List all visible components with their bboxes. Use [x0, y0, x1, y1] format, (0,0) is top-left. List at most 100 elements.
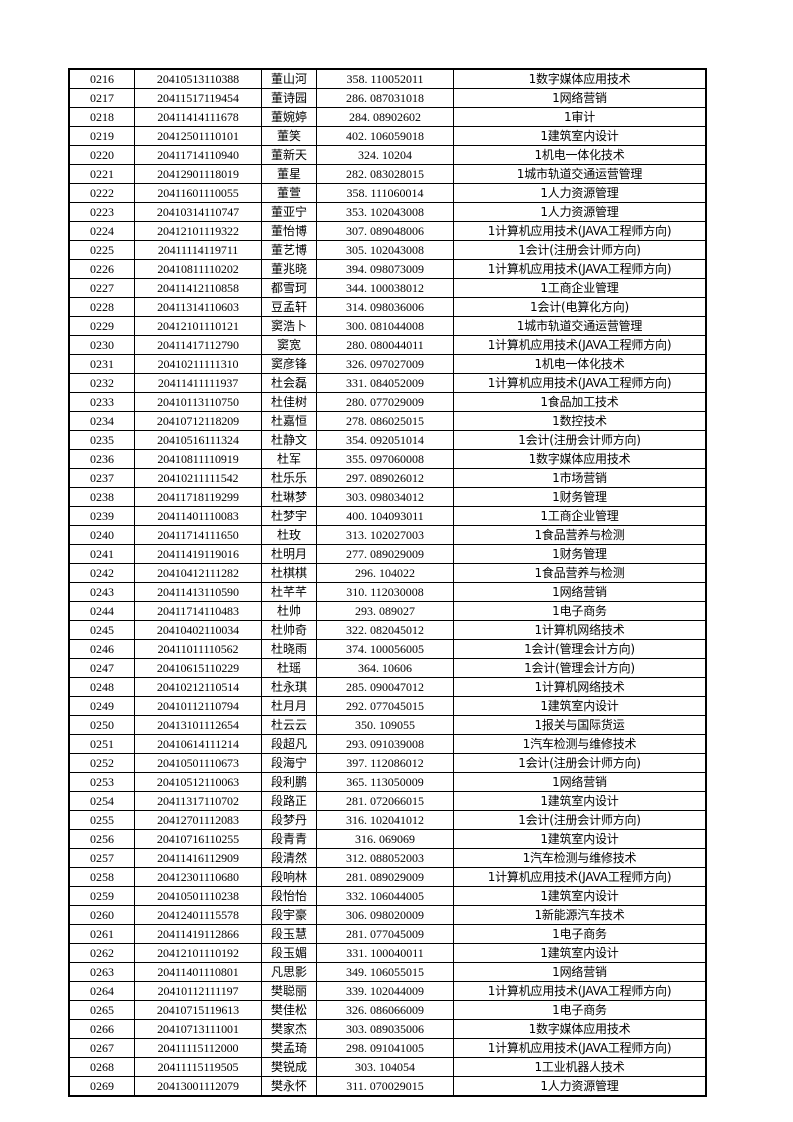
- cell-name: 杜月月: [261, 696, 317, 716]
- table-row: 0229 20412101110121 窦浩卜 300. 081044008 1城市轨道…: [68, 316, 707, 336]
- cell-name: 董笑: [261, 126, 317, 146]
- cell-score: 280. 077029009: [316, 392, 454, 412]
- cell-name: 窦浩卜: [261, 316, 317, 336]
- cell-score: 364. 10606: [316, 658, 454, 678]
- table-row: 0256 20410716110255 段青青 316. 069069 1建筑室内设计: [68, 829, 707, 849]
- cell-major: 1新能源汽车技术: [453, 905, 707, 925]
- cell-name: 董艺博: [261, 240, 317, 260]
- cell-exam-no: 20410501110673: [134, 753, 262, 773]
- table-row: 0247 20410615110229 杜瑶 364. 10606 1会计(管理会计方向…: [68, 658, 707, 678]
- cell-seq: 0250: [68, 715, 135, 735]
- cell-major: 1食品营养与检测: [453, 525, 707, 545]
- cell-major: 1人力资源管理: [453, 1076, 707, 1097]
- table-row: 0253 20410512110063 段利鹏 365. 113050009 1网络营销: [68, 772, 707, 792]
- cell-major: 1电子商务: [453, 601, 707, 621]
- cell-major: 1工商企业管理: [453, 506, 707, 526]
- cell-score: 293. 089027: [316, 601, 454, 621]
- cell-score: 293. 091039008: [316, 734, 454, 754]
- cell-exam-no: 20411714111650: [134, 525, 262, 545]
- cell-major: 1人力资源管理: [453, 202, 707, 222]
- cell-major: 1审计: [453, 107, 707, 127]
- cell-major: 1网络营销: [453, 88, 707, 108]
- cell-name: 段梦丹: [261, 810, 317, 830]
- cell-major: 1建筑室内设计: [453, 886, 707, 906]
- cell-seq: 0221: [68, 164, 135, 184]
- cell-seq: 0237: [68, 468, 135, 488]
- cell-score: 303. 104054: [316, 1057, 454, 1077]
- cell-name: 董山河: [261, 68, 317, 89]
- table-row: 0228 20411314110603 豆孟轩 314. 098036006 1会计(电…: [68, 297, 707, 317]
- cell-name: 杜静文: [261, 430, 317, 450]
- cell-seq: 0268: [68, 1057, 135, 1077]
- cell-exam-no: 20411714110940: [134, 145, 262, 165]
- cell-seq: 0261: [68, 924, 135, 944]
- cell-exam-no: 20410212110514: [134, 677, 262, 697]
- cell-major: 1建筑室内设计: [453, 829, 707, 849]
- cell-seq: 0244: [68, 601, 135, 621]
- table-row: 0233 20410113110750 杜佳树 280. 077029009 1食品加工…: [68, 392, 707, 412]
- cell-exam-no: 20412101110121: [134, 316, 262, 336]
- cell-name: 杜瑶: [261, 658, 317, 678]
- cell-seq: 0246: [68, 639, 135, 659]
- cell-score: 354. 092051014: [316, 430, 454, 450]
- cell-seq: 0263: [68, 962, 135, 982]
- cell-seq: 0264: [68, 981, 135, 1001]
- cell-major: 1电子商务: [453, 924, 707, 944]
- cell-major: 1市场营销: [453, 468, 707, 488]
- cell-score: 339. 102044009: [316, 981, 454, 1001]
- table-row: 0239 20411401110083 杜梦宇 400. 104093011 1工商企业…: [68, 506, 707, 526]
- cell-exam-no: 20410615110229: [134, 658, 262, 678]
- cell-score: 322. 082045012: [316, 620, 454, 640]
- cell-name: 樊佳松: [261, 1000, 317, 1020]
- cell-seq: 0239: [68, 506, 135, 526]
- cell-name: 都雪珂: [261, 278, 317, 298]
- table-row: 0242 20410412111282 杜棋棋 296. 104022 1食品营养与检测: [68, 563, 707, 583]
- cell-exam-no: 20412101110192: [134, 943, 262, 963]
- cell-exam-no: 20410501110238: [134, 886, 262, 906]
- cell-name: 豆孟轩: [261, 297, 317, 317]
- cell-major: 1会计(电算化方向): [453, 297, 707, 317]
- table-row: 0258 20412301110680 段响林 281. 089029009 1计算机应…: [68, 867, 707, 887]
- cell-major: 1计算机应用技术(JAVA工程师方向): [453, 373, 707, 393]
- cell-seq: 0262: [68, 943, 135, 963]
- cell-exam-no: 20410811110202: [134, 259, 262, 279]
- cell-score: 284. 08902602: [316, 107, 454, 127]
- cell-exam-no: 20410112110794: [134, 696, 262, 716]
- cell-name: 董诗园: [261, 88, 317, 108]
- cell-major: 1人力资源管理: [453, 183, 707, 203]
- table-row: 0225 20411114119711 董艺博 305. 102043008 1会计(注…: [68, 240, 707, 260]
- cell-major: 1汽车检测与维修技术: [453, 734, 707, 754]
- cell-exam-no: 20410713111001: [134, 1019, 262, 1039]
- cell-score: 292. 077045015: [316, 696, 454, 716]
- cell-name: 凡思影: [261, 962, 317, 982]
- cell-major: 1计算机网络技术: [453, 677, 707, 697]
- cell-major: 1机电一体化技术: [453, 354, 707, 374]
- table-row: 0257 20411416112909 段清然 312. 088052003 1汽车检测…: [68, 848, 707, 868]
- cell-exam-no: 20411412110858: [134, 278, 262, 298]
- cell-name: 杜棋棋: [261, 563, 317, 583]
- cell-name: 段玉媚: [261, 943, 317, 963]
- cell-exam-no: 20412101119322: [134, 221, 262, 241]
- cell-score: 306. 098020009: [316, 905, 454, 925]
- cell-seq: 0269: [68, 1076, 135, 1097]
- cell-score: 281. 077045009: [316, 924, 454, 944]
- cell-major: 1电子商务: [453, 1000, 707, 1020]
- cell-name: 董萱: [261, 183, 317, 203]
- cell-major: 1城市轨道交通运营管理: [453, 316, 707, 336]
- cell-major: 1建筑室内设计: [453, 791, 707, 811]
- cell-score: 307. 089048006: [316, 221, 454, 241]
- cell-score: 300. 081044008: [316, 316, 454, 336]
- table-row: 0254 20411317110702 段路正 281. 072066015 1建筑室内…: [68, 791, 707, 811]
- cell-seq: 0229: [68, 316, 135, 336]
- cell-score: 394. 098073009: [316, 259, 454, 279]
- cell-score: 353. 102043008: [316, 202, 454, 222]
- cell-seq: 0234: [68, 411, 135, 431]
- cell-name: 杜军: [261, 449, 317, 469]
- cell-seq: 0238: [68, 487, 135, 507]
- cell-name: 杜帅: [261, 601, 317, 621]
- cell-exam-no: 20413001112079: [134, 1076, 262, 1097]
- table-row: 0240 20411714111650 杜玫 313. 102027003 1食品营养与…: [68, 525, 707, 545]
- cell-seq: 0253: [68, 772, 135, 792]
- roster-table-container: 0216 20410513110388 董山河 358. 110052011 1数字媒体…: [68, 68, 707, 1097]
- cell-seq: 0232: [68, 373, 135, 393]
